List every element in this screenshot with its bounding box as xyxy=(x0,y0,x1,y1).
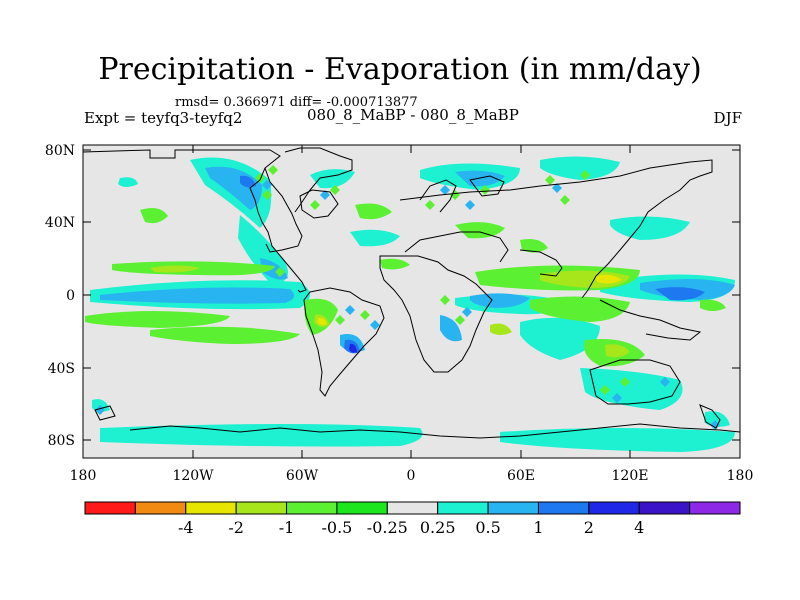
colorbar-swatch xyxy=(487,501,539,515)
lon-label: 180 xyxy=(727,468,754,484)
colorbar-swatch xyxy=(588,501,640,515)
colorbar-swatch xyxy=(336,501,388,515)
colorbar-swatch xyxy=(537,501,590,515)
lat-label: 80N xyxy=(45,143,75,159)
colorbar-labels: -4 -2 -1 -0.5 -0.25 0.25 0.5 1 2 4 xyxy=(178,518,644,537)
colorbar-swatch xyxy=(386,501,439,515)
colorbar-label: -0.25 xyxy=(367,518,408,537)
lon-label: 180 xyxy=(70,468,97,484)
lat-ticks xyxy=(83,149,740,441)
experiment-label: Expt = teyfq3-teyfq2 xyxy=(84,109,243,127)
colorbar-label: 0.5 xyxy=(475,518,500,537)
lon-label: 120W xyxy=(172,468,214,484)
season-label: DJF xyxy=(713,109,742,127)
anomaly-fields xyxy=(83,147,740,452)
lon-label: 60W xyxy=(286,468,319,484)
colorbar-swatch xyxy=(286,501,338,515)
colorbar xyxy=(84,501,741,515)
colorbar-label: 1 xyxy=(533,518,543,537)
colorbar-label: -1 xyxy=(279,518,295,537)
colorbar-swatch xyxy=(84,501,136,515)
rmsd-diff-stats: rmsd= 0.366971 diff= -0.000713877 xyxy=(175,95,418,110)
lat-label: 40N xyxy=(45,215,75,231)
negative-anomaly-strong xyxy=(317,274,622,326)
colorbar-swatch xyxy=(134,501,187,515)
colorbar-label: 0.25 xyxy=(420,518,456,537)
positive-anomaly-max xyxy=(349,343,357,353)
colorbar-label: -2 xyxy=(228,518,244,537)
lon-labels: 180 120W 60W 0 60E 120E 180 xyxy=(70,468,754,484)
colorbar-label: -4 xyxy=(178,518,194,537)
coastlines xyxy=(83,147,740,439)
land-speckles-blue xyxy=(95,180,720,430)
map-title: Precipitation - Evaporation (in mm/day) xyxy=(98,52,702,87)
lat-label: 40S xyxy=(48,361,75,377)
lat-labels: 80N 40N 0 40S 80S xyxy=(45,143,75,449)
lon-ticks xyxy=(82,145,741,458)
colorbar-label: 4 xyxy=(634,518,644,537)
lon-label: 120E xyxy=(612,468,649,484)
lat-label: 0 xyxy=(66,288,75,304)
colorbar-swatch xyxy=(235,501,288,515)
colorbar-swatch xyxy=(185,501,237,515)
lat-label: 80S xyxy=(48,433,75,449)
colorbar-swatch xyxy=(638,501,691,515)
lon-label: 0 xyxy=(407,468,416,484)
land-speckles-green xyxy=(255,165,630,395)
run-label: 080_8_MaBP - 080_8_MaBP xyxy=(307,106,519,124)
colorbar-label: 2 xyxy=(584,518,594,537)
colorbar-swatch xyxy=(689,501,741,515)
lon-label: 60E xyxy=(507,468,535,484)
colorbar-swatch xyxy=(437,501,489,515)
colorbar-label: -0.5 xyxy=(321,518,352,537)
